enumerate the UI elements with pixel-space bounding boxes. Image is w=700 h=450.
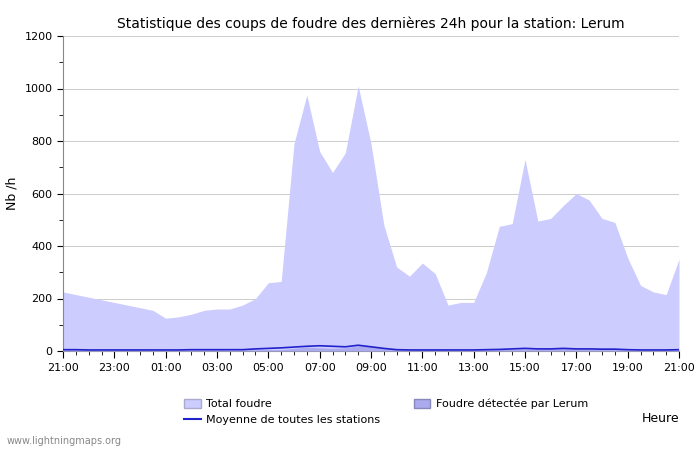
Text: Heure: Heure <box>641 412 679 425</box>
Y-axis label: Nb /h: Nb /h <box>6 177 19 210</box>
Title: Statistique des coups de foudre des dernières 24h pour la station: Lerum: Statistique des coups de foudre des dern… <box>117 16 625 31</box>
Legend: Total foudre, Moyenne de toutes les stations, Foudre détectée par Lerum: Total foudre, Moyenne de toutes les stat… <box>179 394 592 430</box>
Text: www.lightningmaps.org: www.lightningmaps.org <box>7 436 122 446</box>
